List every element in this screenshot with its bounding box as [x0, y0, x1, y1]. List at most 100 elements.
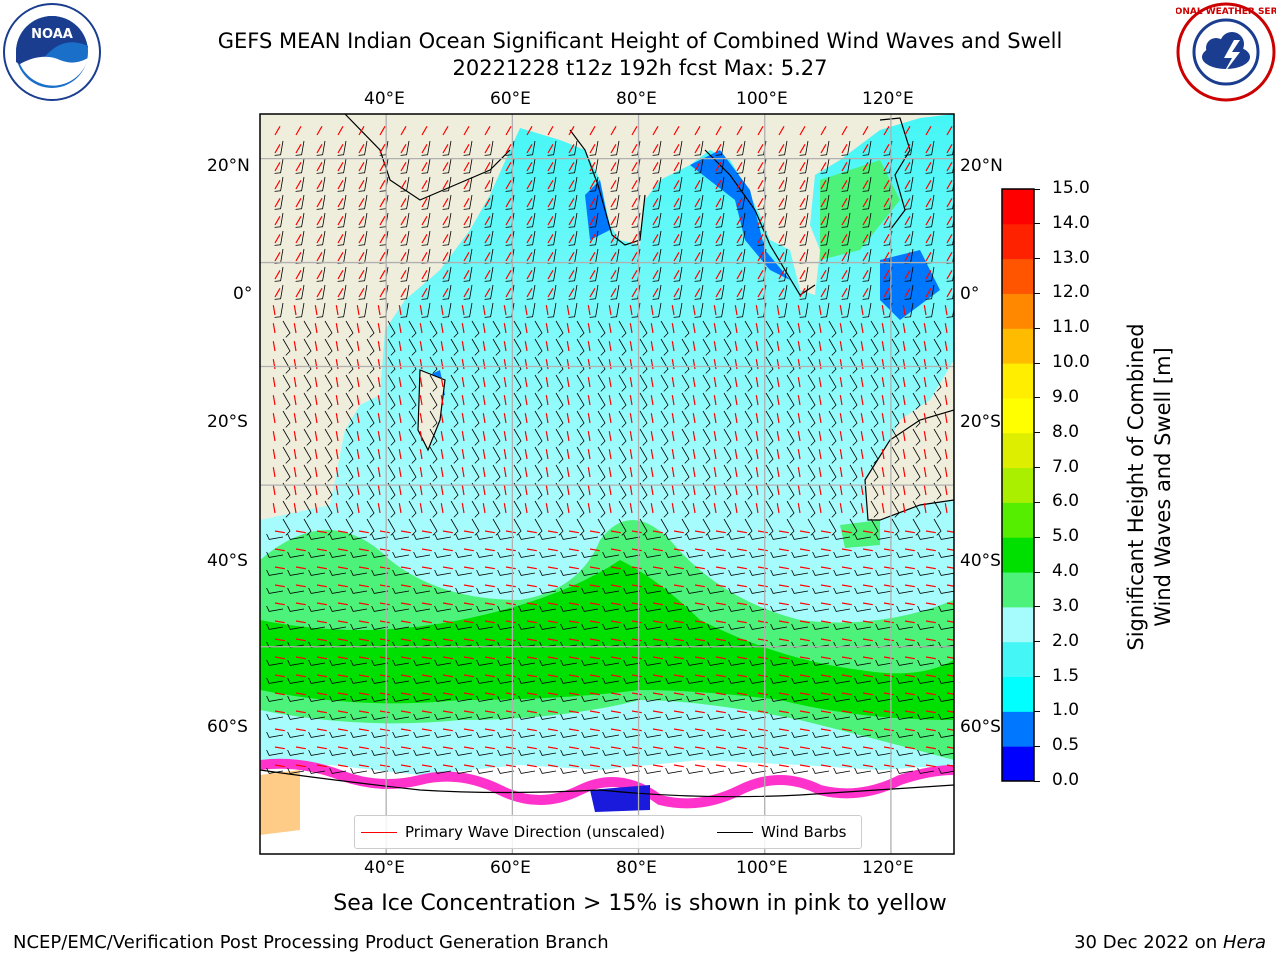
- wave-direction-arrow: [736, 162, 743, 172]
- wave-direction-arrow: [545, 359, 549, 370]
- wave-direction-arrow: [736, 674, 747, 678]
- wave-direction-arrow: [757, 656, 768, 660]
- wind-barb: [329, 587, 347, 594]
- wind-barb: [728, 551, 746, 558]
- wind-barb: [820, 212, 830, 228]
- wave-direction-arrow: [482, 467, 486, 478]
- wind-barb: [597, 338, 606, 356]
- wave-direction-arrow: [757, 584, 768, 588]
- wind-barb: [266, 731, 284, 738]
- wave-direction-arrow: [610, 252, 617, 262]
- wind-barb: [896, 587, 914, 594]
- wave-direction-arrow: [524, 413, 528, 424]
- wind-barb: [723, 464, 732, 482]
- wave-direction-arrow: [440, 467, 444, 478]
- wave-direction-arrow: [274, 602, 285, 606]
- wave-direction-arrow: [295, 764, 306, 768]
- wave-direction-arrow: [463, 674, 474, 678]
- wave-direction-arrow: [778, 620, 789, 624]
- wave-direction-arrow: [862, 710, 873, 714]
- wind-barb: [623, 731, 641, 738]
- wind-barb: [408, 500, 417, 518]
- wind-barb: [707, 605, 725, 612]
- wave-direction-arrow: [547, 638, 558, 642]
- wind-barb: [778, 176, 788, 192]
- wave-direction-arrow: [547, 530, 558, 534]
- wave-direction-arrow: [568, 234, 575, 244]
- wave-direction-arrow: [400, 234, 407, 244]
- wind-barb: [849, 464, 858, 482]
- wave-direction-arrow: [505, 584, 516, 588]
- wave-direction-arrow: [944, 449, 948, 460]
- wind-barb: [602, 605, 620, 612]
- wind-barb: [463, 230, 473, 246]
- wave-direction-arrow: [463, 270, 470, 280]
- wave-direction-arrow: [839, 449, 843, 460]
- wave-direction-arrow: [377, 449, 381, 460]
- wave-direction-arrow: [398, 359, 402, 370]
- wind-barb: [933, 338, 942, 356]
- wave-direction-arrow: [442, 548, 453, 552]
- wave-direction-arrow: [400, 216, 407, 226]
- wave-direction-arrow: [358, 144, 365, 154]
- wave-direction-arrow: [442, 692, 453, 696]
- wave-direction-arrow: [631, 162, 638, 172]
- wind-barb: [917, 587, 935, 594]
- wave-direction-arrow: [379, 674, 390, 678]
- wave-direction-arrow: [820, 198, 827, 208]
- wave-direction-arrow: [610, 746, 621, 750]
- wind-barb: [266, 641, 284, 648]
- wind-barb: [505, 284, 515, 300]
- wave-direction-arrow: [715, 144, 722, 154]
- wind-barb: [652, 266, 662, 282]
- wave-direction-arrow: [860, 431, 864, 442]
- wind-barb: [807, 500, 816, 518]
- wave-direction-arrow: [650, 431, 654, 442]
- wave-direction-arrow: [356, 359, 360, 370]
- wave-direction-arrow: [337, 548, 348, 552]
- wave-direction-arrow: [631, 674, 642, 678]
- wave-direction-arrow: [883, 234, 890, 244]
- wind-barb: [539, 623, 557, 630]
- wave-direction-arrow: [883, 198, 890, 208]
- wave-direction-arrow: [715, 710, 726, 714]
- wave-direction-arrow: [631, 216, 638, 226]
- wind-barb: [610, 158, 620, 174]
- wind-barb: [497, 587, 515, 594]
- wind-barb: [555, 482, 564, 500]
- lon-tick-bottom-100: 100°E: [736, 858, 788, 878]
- wave-direction-arrow: [295, 234, 302, 244]
- wave-direction-arrow: [820, 746, 831, 750]
- wind-barb: [807, 410, 816, 428]
- wind-barb: [665, 713, 683, 720]
- wave-direction-arrow: [442, 162, 449, 172]
- wind-barb: [534, 446, 543, 464]
- wind-barb: [681, 392, 690, 410]
- wind-barb: [358, 230, 368, 246]
- wave-direction-arrow: [547, 746, 558, 750]
- wave-direction-arrow: [883, 710, 894, 714]
- wave-direction-arrow: [356, 449, 360, 460]
- wave-direction-arrow: [314, 323, 318, 334]
- wind-barb: [807, 428, 816, 446]
- wave-direction-arrow: [295, 692, 306, 696]
- wind-barb: [644, 641, 662, 648]
- wind-barb: [282, 374, 291, 392]
- wind-barb: [912, 446, 921, 464]
- wave-direction-arrow: [442, 584, 453, 588]
- wind-barb: [610, 212, 620, 228]
- wave-direction-arrow: [799, 746, 810, 750]
- wave-direction-arrow: [757, 602, 768, 606]
- wave-direction-arrow: [356, 485, 360, 496]
- wind-barb: [955, 483, 962, 499]
- wind-barb: [639, 464, 648, 482]
- wave-direction-arrow: [419, 341, 423, 352]
- wind-barb: [618, 374, 627, 392]
- wind-barb: [408, 338, 417, 356]
- wind-barb: [345, 374, 354, 392]
- wave-direction-arrow: [568, 674, 579, 678]
- wave-direction-arrow: [715, 728, 726, 732]
- wave-direction-arrow: [482, 485, 486, 496]
- wave-direction-arrow: [925, 234, 932, 244]
- wave-direction-arrow: [797, 449, 801, 460]
